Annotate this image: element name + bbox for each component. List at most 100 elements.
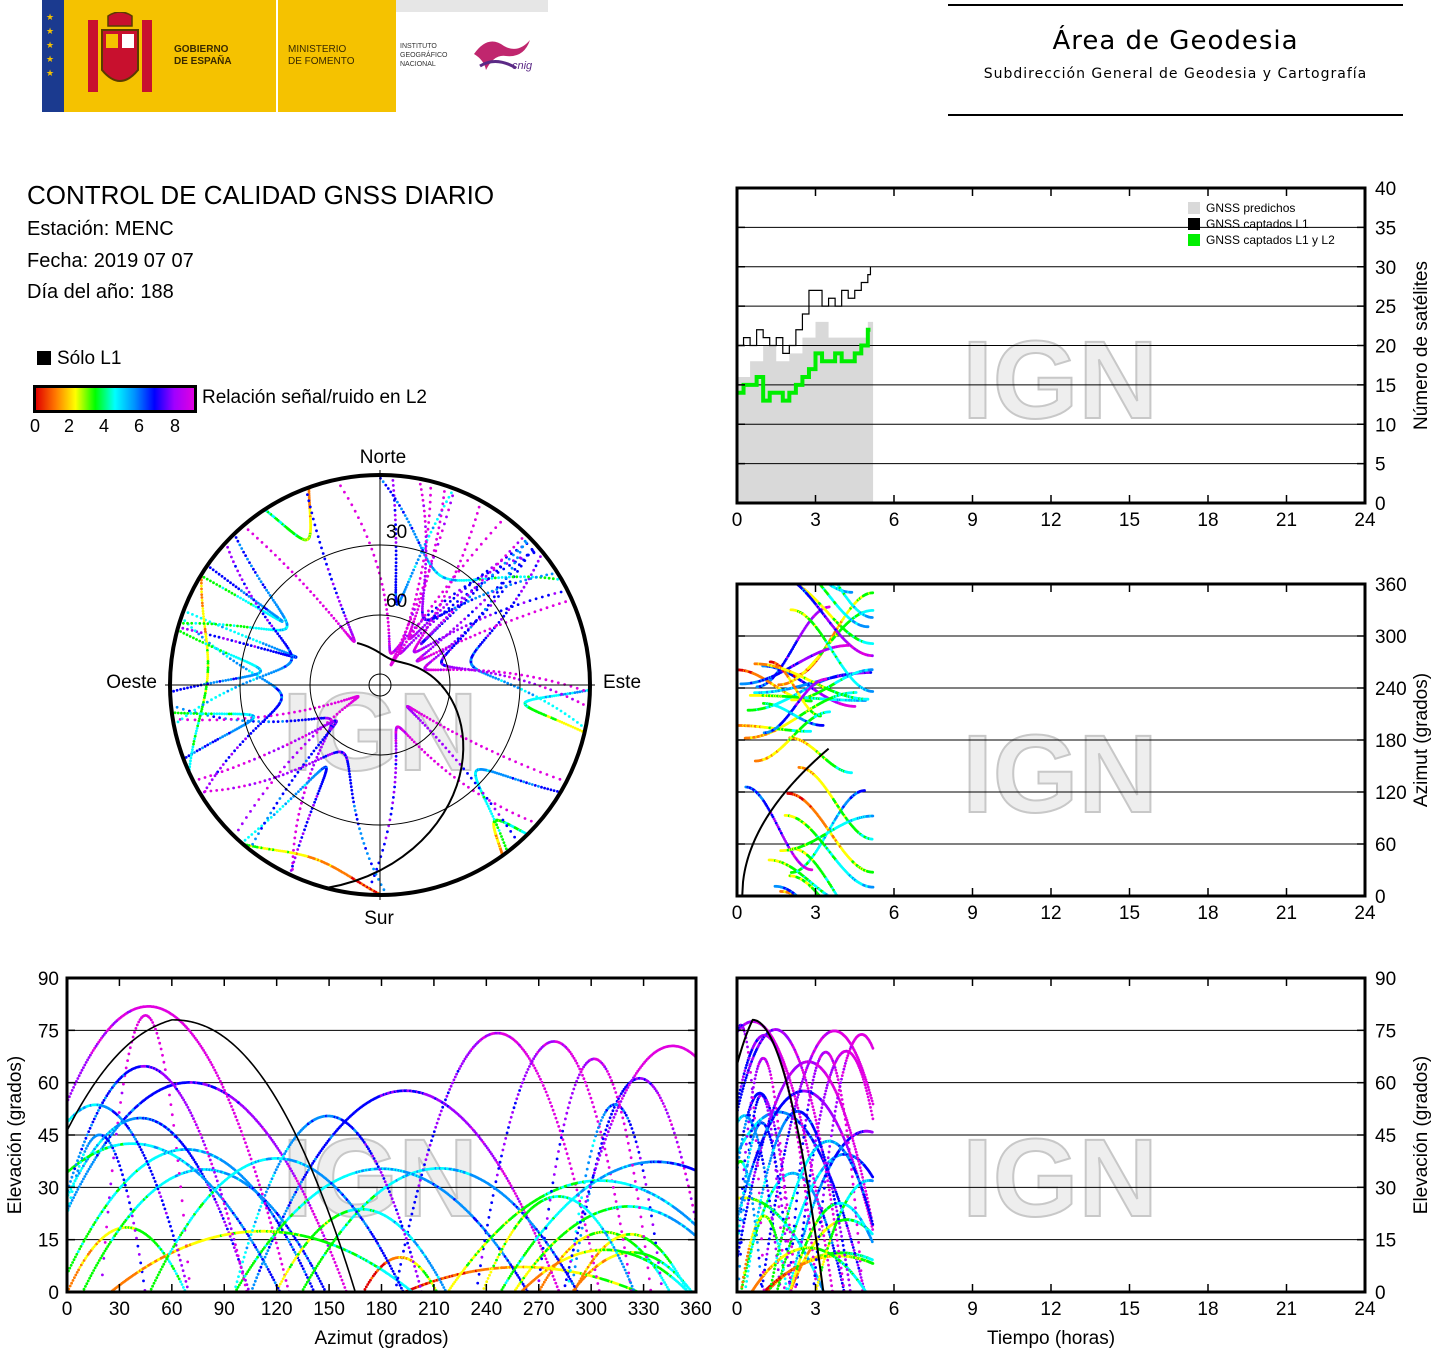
track-point	[414, 535, 418, 539]
track-point	[394, 739, 398, 742]
track-point	[365, 535, 369, 538]
track-point	[515, 575, 519, 579]
track-point	[441, 742, 444, 746]
track-point	[519, 557, 523, 560]
track-point	[236, 624, 239, 628]
track-point	[502, 755, 506, 758]
track-point	[186, 718, 189, 722]
track-point	[528, 681, 531, 684]
track-point	[495, 591, 499, 594]
track-point	[180, 717, 184, 721]
track-point	[323, 735, 327, 739]
track-point	[394, 557, 398, 561]
track-point	[244, 667, 248, 671]
track-point	[203, 694, 207, 697]
track-point	[576, 690, 579, 694]
track-point	[495, 771, 499, 775]
track-point	[419, 636, 423, 640]
track-point	[399, 641, 403, 645]
track-point	[420, 712, 423, 716]
track-point	[558, 602, 561, 605]
track-point	[532, 568, 536, 572]
track-point	[415, 561, 418, 565]
track-point	[233, 749, 237, 753]
track-point	[493, 807, 497, 811]
track-point	[423, 750, 427, 754]
track-point	[299, 840, 302, 843]
track-point	[204, 712, 208, 716]
track-point	[400, 507, 403, 511]
track-point	[459, 621, 463, 624]
track-point	[447, 607, 451, 610]
x-tick-label: 24	[1354, 510, 1376, 531]
track-point	[246, 643, 249, 646]
track-point	[497, 813, 501, 816]
track-point	[551, 704, 555, 708]
track-point	[433, 628, 436, 632]
track-point	[307, 817, 310, 821]
track-point	[534, 597, 538, 601]
track-point	[267, 751, 271, 755]
track-point	[216, 647, 220, 651]
legend-entry: GNSS predichos	[1206, 201, 1295, 215]
track-point	[334, 619, 338, 623]
track-point	[289, 869, 293, 872]
track-point	[263, 586, 267, 589]
track-point	[491, 675, 495, 679]
track-point	[488, 631, 492, 635]
track-point	[422, 588, 426, 592]
track-point	[205, 577, 209, 581]
y-tick-label: 5	[1375, 455, 1386, 476]
track-point	[516, 556, 519, 560]
track-point	[219, 649, 223, 652]
track-point	[458, 762, 462, 766]
track-point	[389, 812, 393, 816]
track-point	[241, 598, 245, 601]
track-point	[345, 704, 349, 708]
track-point	[437, 623, 441, 627]
track-point	[205, 646, 209, 650]
track-point	[340, 699, 343, 703]
track-point	[444, 746, 448, 750]
track-point	[291, 755, 295, 759]
track-point	[314, 746, 318, 750]
track-point	[303, 742, 307, 746]
track-point	[402, 634, 406, 638]
track-point	[483, 598, 486, 602]
track-point	[559, 590, 563, 594]
track-point	[463, 617, 467, 621]
track-point	[466, 772, 469, 775]
track-point	[239, 624, 243, 628]
track-point	[442, 504, 446, 508]
track-point	[448, 772, 452, 776]
track-point	[381, 480, 385, 484]
track-point	[212, 712, 216, 716]
track-point	[394, 561, 398, 564]
track-point	[428, 507, 432, 511]
track-point	[191, 748, 194, 751]
track-point	[450, 491, 453, 495]
track-point	[287, 799, 290, 803]
track-point	[394, 549, 398, 553]
track-point	[242, 591, 246, 595]
track-point	[222, 650, 225, 654]
track-point	[429, 653, 433, 657]
area-header: Área de Geodesia Subdirección General de…	[948, 4, 1403, 116]
track-point	[182, 621, 185, 625]
snr-tick: 8	[170, 416, 181, 436]
track-point	[533, 610, 537, 614]
track-point	[466, 600, 470, 603]
track-point	[201, 612, 205, 616]
track-point	[230, 639, 234, 642]
track-point	[448, 668, 452, 672]
snr-tick: 0	[30, 416, 41, 436]
track-point	[335, 591, 338, 595]
track-point	[209, 579, 212, 583]
track-point	[871, 885, 875, 889]
track-point	[220, 574, 224, 578]
track-point	[200, 707, 204, 711]
track-point	[559, 709, 563, 713]
track-point	[437, 595, 441, 599]
track-point	[393, 780, 397, 784]
track-point	[547, 702, 551, 705]
